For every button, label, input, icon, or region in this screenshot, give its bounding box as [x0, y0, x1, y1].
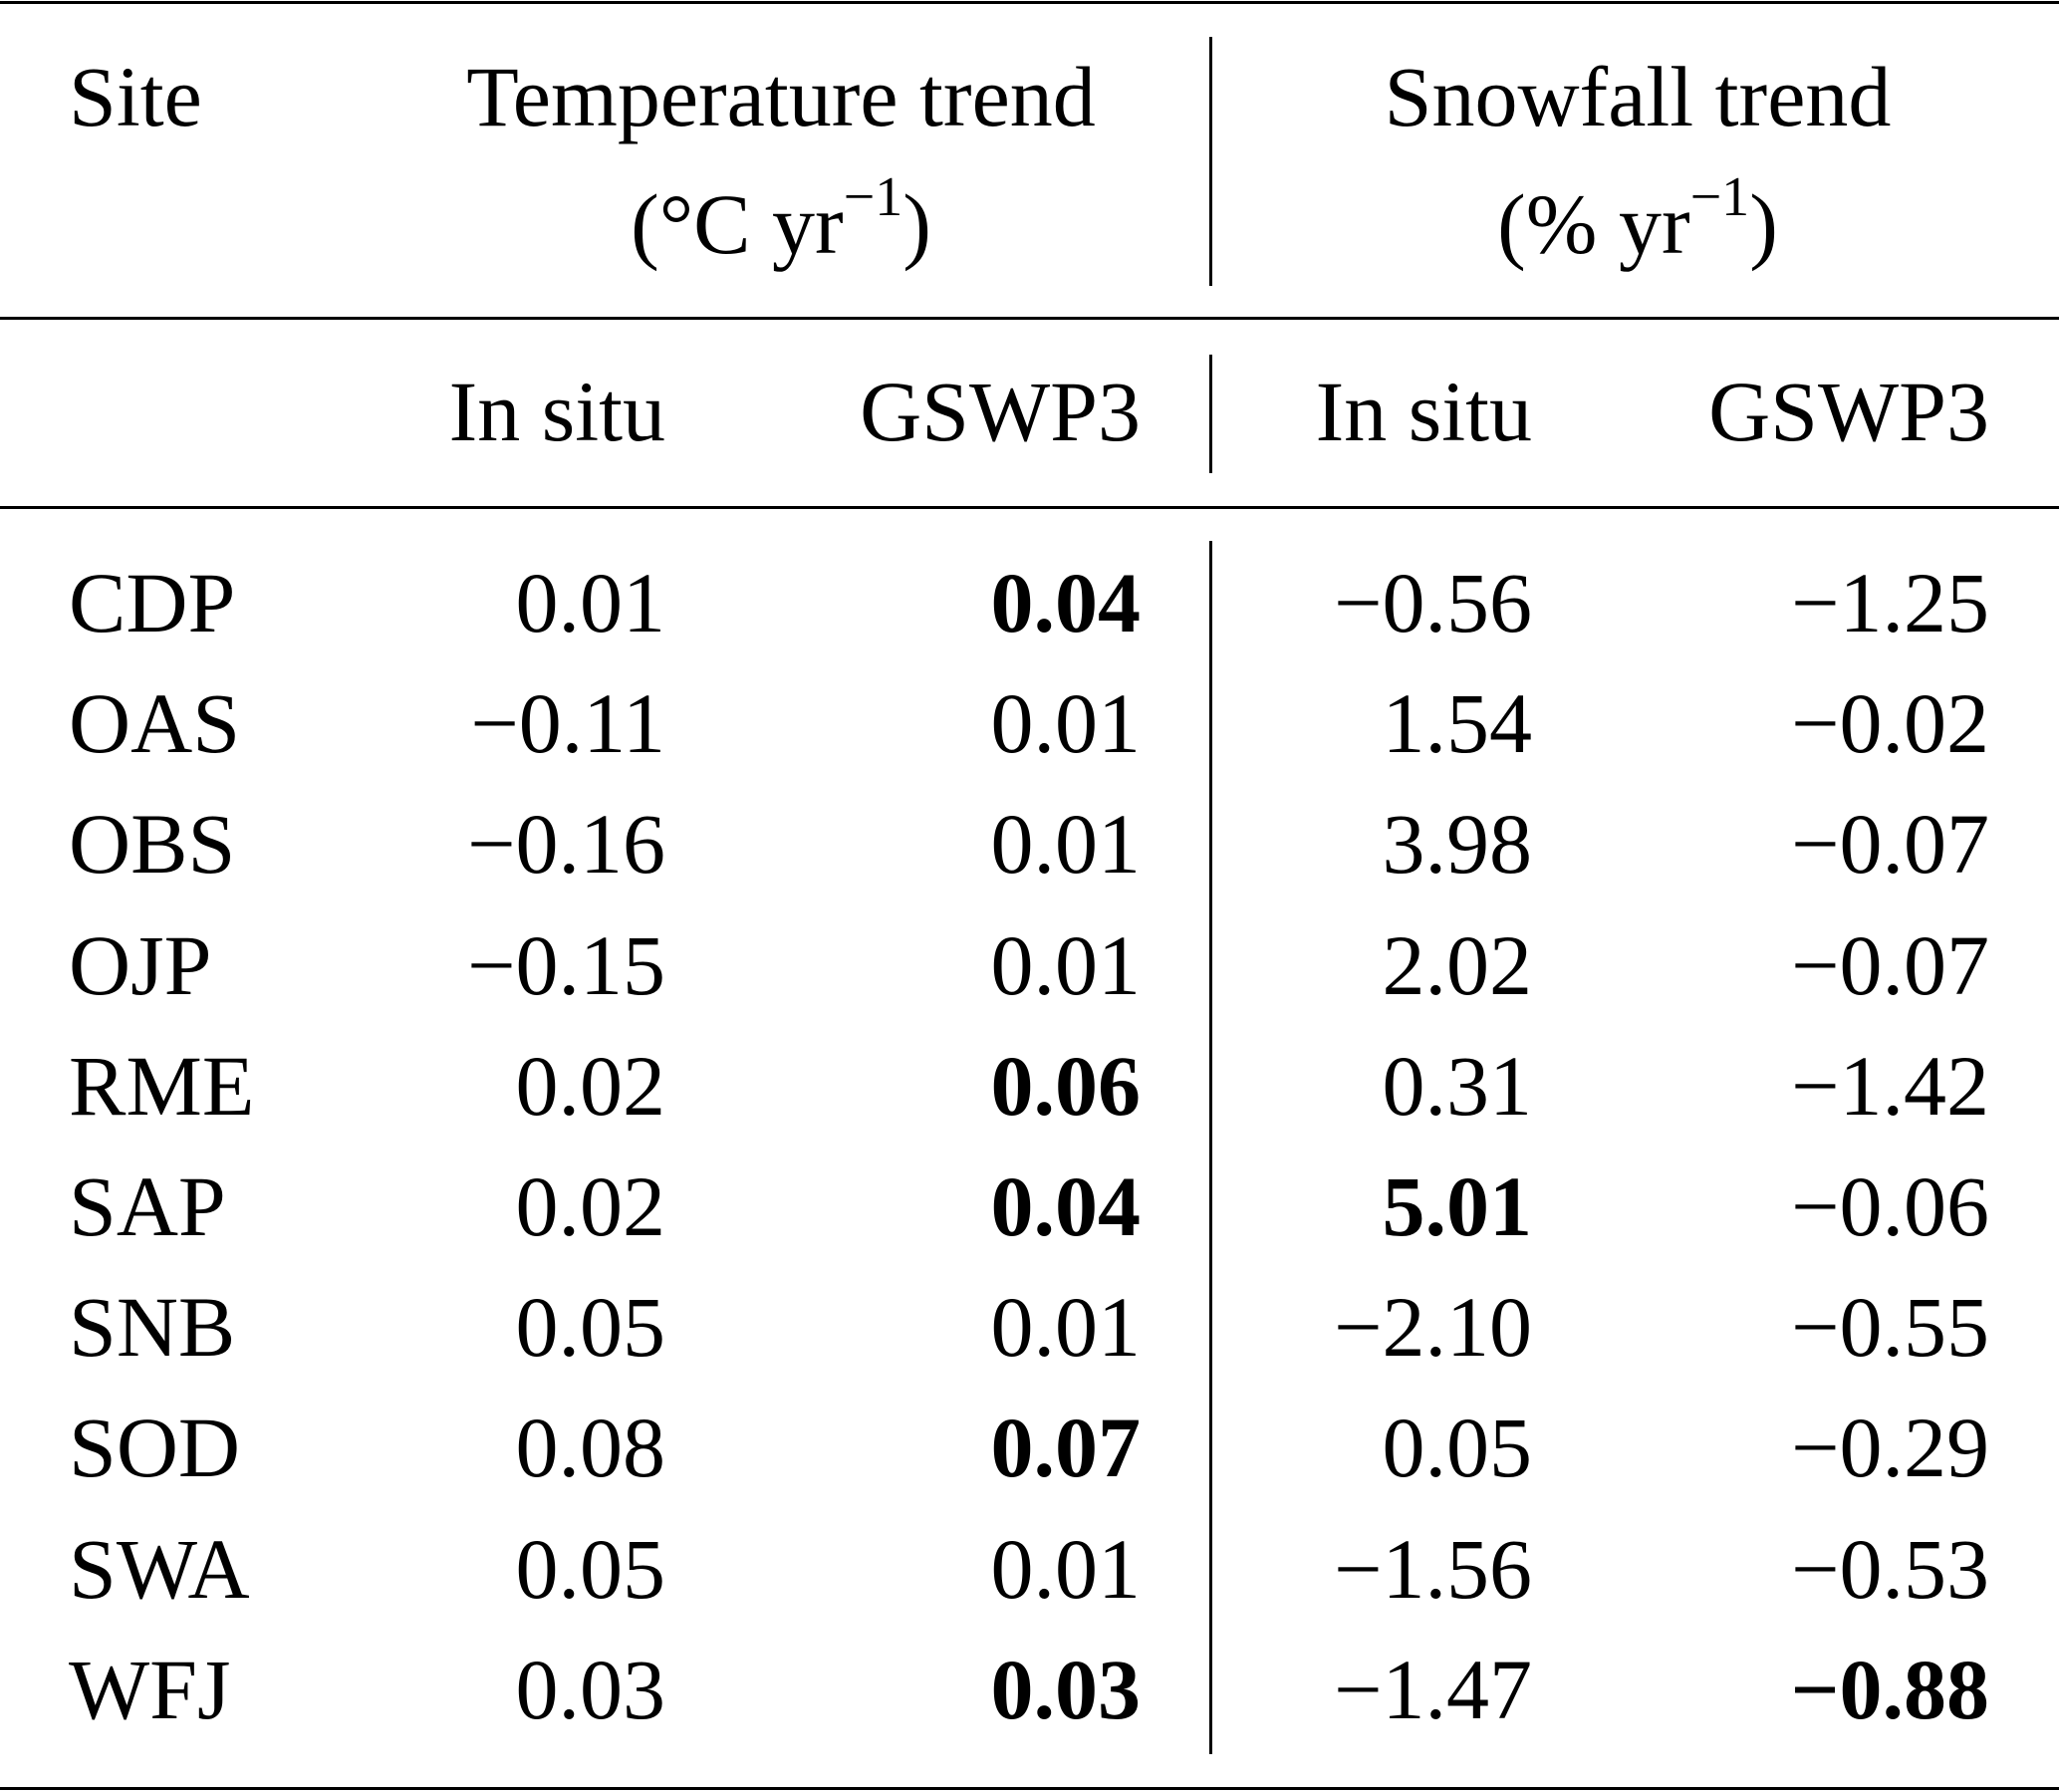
row-site: CDP [69, 555, 236, 650]
unit-text: (% yr [1497, 176, 1690, 272]
subheader-temp-gswp3: GSWP3 [860, 364, 1141, 459]
row-value: −0.55 [1790, 1279, 1989, 1376]
row-value: −0.16 [466, 796, 665, 893]
unit-close: ) [1749, 176, 1778, 272]
row-site: RME [69, 1037, 255, 1134]
column-divider [1209, 37, 1212, 286]
header-temperature-title: Temperature trend [466, 49, 1096, 144]
row-value: −0.02 [1790, 675, 1989, 772]
row-value: 0.01 [990, 1520, 1142, 1617]
unit-exponent: −1 [1689, 166, 1750, 228]
row-value: 0.01 [990, 1279, 1142, 1376]
row-value: 0.01 [990, 675, 1142, 772]
row-value: −0.88 [1790, 1641, 1989, 1737]
column-divider [1209, 355, 1212, 473]
row-value: 0.04 [990, 1158, 1142, 1254]
row-site: SWA [69, 1520, 250, 1617]
unit-close: ) [902, 176, 931, 272]
header-snowfall-title: Snowfall trend [1384, 49, 1892, 144]
row-value: −0.06 [1790, 1158, 1989, 1254]
subheader-temp-insitu: In situ [448, 364, 665, 459]
row-value: −0.53 [1790, 1520, 1989, 1617]
row-site: SOD [69, 1400, 241, 1496]
column-divider [1209, 541, 1212, 1754]
row-site: OAS [69, 675, 241, 772]
row-value: −0.29 [1790, 1400, 1989, 1496]
row-value: 0.01 [515, 555, 666, 650]
row-value: 0.02 [515, 1037, 666, 1134]
row-value: 0.06 [990, 1037, 1142, 1134]
row-value: −1.47 [1333, 1641, 1532, 1737]
row-value: −1.25 [1790, 555, 1989, 650]
row-value: 2.02 [1382, 916, 1533, 1013]
row-value: −2.10 [1333, 1279, 1532, 1376]
header-temperature-unit: (°C yr−1) [631, 169, 931, 267]
unit-text: (°C yr [631, 176, 844, 272]
bottom-rule [0, 1787, 2059, 1790]
row-site: SAP [69, 1158, 226, 1254]
subheader-snow-gswp3: GSWP3 [1708, 364, 1989, 459]
unit-exponent: −1 [843, 166, 903, 228]
row-value: 0.02 [515, 1158, 666, 1254]
row-value: −0.11 [470, 675, 665, 772]
row-site: OJP [69, 916, 212, 1013]
row-value: 0.31 [1382, 1037, 1533, 1134]
row-value: 0.01 [990, 796, 1142, 893]
subheader-snow-insitu: In situ [1315, 364, 1532, 459]
row-value: 0.01 [990, 916, 1142, 1013]
row-site: SNB [69, 1279, 236, 1376]
row-value: −0.15 [466, 916, 665, 1013]
row-value: 0.03 [515, 1641, 666, 1737]
row-value: 1.54 [1382, 675, 1533, 772]
row-value: −1.56 [1333, 1520, 1532, 1617]
row-value: −0.56 [1333, 555, 1532, 650]
header-site: Site [69, 49, 202, 144]
subheader-rule [0, 506, 2059, 509]
row-value: 0.05 [1382, 1400, 1533, 1496]
row-value: 0.03 [990, 1641, 1142, 1737]
row-site: WFJ [69, 1641, 231, 1737]
row-value: −1.42 [1790, 1037, 1989, 1134]
row-site: OBS [69, 796, 236, 893]
row-value: 0.05 [515, 1279, 666, 1376]
row-value: −0.07 [1790, 916, 1989, 1013]
top-rule [0, 1, 2059, 4]
row-value: 0.04 [990, 555, 1142, 650]
row-value: 0.08 [515, 1400, 666, 1496]
header-rule [0, 317, 2059, 320]
row-value: −0.07 [1790, 796, 1989, 893]
row-value: 5.01 [1382, 1158, 1533, 1254]
header-snowfall-unit: (% yr−1) [1497, 169, 1778, 267]
row-value: 0.07 [990, 1400, 1142, 1496]
row-value: 3.98 [1382, 796, 1533, 893]
row-value: 0.05 [515, 1520, 666, 1617]
